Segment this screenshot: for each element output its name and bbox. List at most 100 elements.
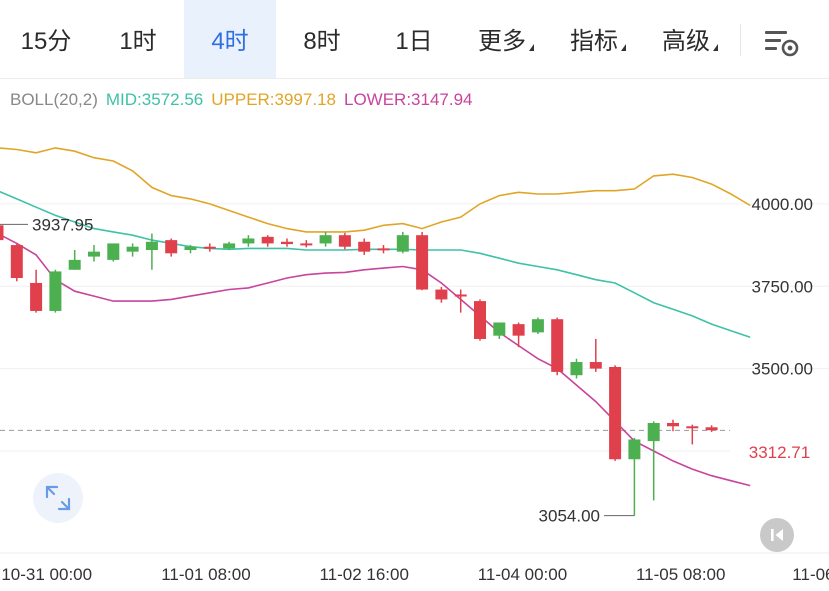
x-tick-label: 11-02 16:00 [319, 565, 408, 584]
candle [88, 245, 100, 262]
candle [203, 243, 216, 252]
interval-toolbar: 15分 1时 4时 8时 1日 更多 指标 高级 [0, 0, 829, 79]
candle-body [416, 235, 429, 290]
boll-legend: BOLL(20,2) MID:3572.56 UPPER:3997.18 LOWER:… [10, 90, 481, 110]
dropdown-caret-icon [713, 44, 718, 51]
candle-body [145, 241, 158, 251]
dropdown-caret-icon [621, 44, 626, 51]
candle [49, 269, 62, 313]
tab-advanced[interactable]: 高级 [644, 0, 736, 78]
candle [667, 419, 679, 432]
boll-name: BOLL(20,2) [10, 90, 98, 109]
candle [300, 240, 313, 248]
chart-annotations: 3937.95 3054.00 [0, 215, 635, 526]
tab-1d[interactable]: 1日 [368, 0, 460, 78]
y-tick-label: 3750.00 [752, 277, 813, 296]
candle-body [435, 289, 448, 300]
candle-body [10, 245, 23, 279]
candle-body [0, 225, 4, 241]
candle-body [88, 251, 100, 257]
candle [68, 250, 81, 270]
tab-indicators[interactable]: 指标 [552, 0, 644, 78]
chart-settings-button[interactable] [763, 28, 803, 58]
x-tick-label: 11-01 08:00 [161, 565, 250, 584]
candle-body [628, 439, 641, 460]
candle-body [570, 362, 583, 376]
candle [628, 437, 641, 516]
tab-label: 更多 [478, 28, 526, 55]
tab-label: 高级 [662, 28, 710, 55]
candle-body [319, 235, 332, 244]
x-tick-label: 10-31 00:00 [1, 565, 92, 584]
dropdown-caret-icon [529, 44, 534, 51]
candle-body [686, 426, 699, 429]
tab-1h[interactable]: 1时 [92, 0, 184, 78]
candle-body [223, 243, 236, 249]
candle [551, 317, 564, 376]
boll-lower: LOWER:3147.94 [343, 90, 473, 109]
candle-body [30, 282, 43, 311]
candle-body [551, 319, 564, 372]
boll-upper-line [0, 147, 751, 233]
candle [396, 231, 409, 254]
candle-body [667, 422, 679, 427]
candle-body [531, 319, 544, 333]
candle-body [493, 322, 506, 336]
candle [589, 338, 602, 372]
candle [647, 421, 660, 501]
candle [145, 233, 158, 270]
high-price-label: 3937.95 [32, 215, 93, 234]
candle [686, 424, 699, 445]
candle [705, 425, 718, 432]
candle [416, 231, 429, 291]
tab-15min[interactable]: 15分 [0, 0, 92, 78]
x-tick-label: 11-06 16:00 [792, 565, 829, 584]
tab-label: 1日 [395, 28, 433, 55]
chart-settings-icon [765, 31, 799, 57]
candles [0, 225, 718, 516]
candle [223, 241, 236, 251]
tab-8h[interactable]: 8时 [276, 0, 368, 78]
candle-body [589, 362, 602, 369]
candle [493, 322, 506, 339]
candle [531, 317, 544, 335]
fullscreen-button[interactable] [33, 473, 83, 523]
candle [358, 238, 371, 255]
current-price-tag: 3312.71 [730, 440, 829, 466]
boll-mid-line [0, 190, 751, 339]
candle-body [396, 235, 409, 252]
candle-body [165, 240, 178, 254]
candle [10, 244, 23, 282]
candle [165, 238, 178, 257]
candle-body [300, 243, 313, 246]
boll-bands [0, 147, 751, 487]
jump-to-latest-button[interactable] [760, 518, 794, 552]
tab-label: 15分 [20, 28, 72, 55]
tab-4h[interactable]: 4时 [184, 0, 276, 78]
candle-body [203, 246, 216, 249]
toolbar-divider [740, 24, 741, 56]
candle-body [68, 259, 81, 270]
candle [184, 245, 197, 254]
boll-mid: MID:3572.56 [105, 90, 204, 109]
candle [570, 358, 583, 379]
y-tick-label: 3500.00 [752, 360, 813, 379]
candle-body [184, 246, 197, 251]
rewind-icon [771, 529, 783, 541]
candle-body [242, 238, 255, 244]
tab-label: 4时 [211, 28, 249, 55]
candle-body [377, 248, 390, 251]
candle-body [358, 241, 371, 252]
tab-label: 1时 [119, 28, 157, 55]
x-tick-label: 11-04 00:00 [478, 565, 567, 584]
candle [242, 235, 255, 247]
candle-body [126, 246, 139, 252]
candle-body [454, 294, 467, 297]
boll-upper: UPPER:3997.18 [211, 90, 336, 109]
tab-more[interactable]: 更多 [460, 0, 552, 78]
candle-body [107, 243, 120, 260]
candle [126, 243, 139, 257]
